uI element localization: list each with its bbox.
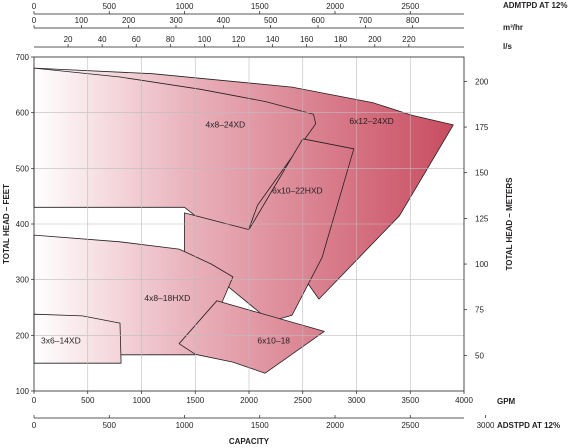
- y-axis-title: TOTAL HEAD – FEET: [2, 184, 11, 264]
- adstpd-tick-label: 0: [32, 421, 37, 430]
- top-axis-tick-label: 1500: [251, 2, 269, 11]
- x-tick-label: 3000: [348, 396, 366, 405]
- top-axis-tick-label: 700: [359, 16, 373, 25]
- top-axis-tick-label: 300: [169, 16, 183, 25]
- top-axis-tick-label: 0: [32, 2, 37, 11]
- y2-tick-label: 100: [475, 260, 489, 269]
- y-tick-label: 300: [16, 276, 30, 285]
- y2-tick-label: 75: [475, 306, 484, 315]
- grid-lines: [34, 57, 464, 391]
- y2-tick-label: 125: [475, 214, 489, 223]
- top-axis-tick-label: 120: [232, 35, 246, 44]
- top-axis-tick-label: 220: [402, 35, 416, 44]
- y-tick-label: 500: [16, 164, 30, 173]
- top-axis-unit-label: l/s: [503, 42, 512, 51]
- top-axis-tick-label: 800: [406, 16, 420, 25]
- x-tick-label: 500: [81, 396, 95, 405]
- top-axis-tick-label: 0: [32, 16, 37, 25]
- region-label: 6x12–24XD: [349, 116, 393, 126]
- top-axis-tick-label: 200: [368, 35, 382, 44]
- y-tick-label: 400: [16, 220, 30, 229]
- top-axis-tick-label: 1000: [176, 2, 194, 11]
- adstpd-unit-label: ADSTPD AT 12%: [497, 421, 560, 430]
- top-axis-tick-label: 140: [266, 35, 280, 44]
- top-axis-tick-label: 100: [75, 16, 89, 25]
- top-axis-unit-label: m³/hr: [503, 23, 523, 32]
- region-label: 6x10–22HXD: [272, 185, 323, 195]
- top-axis-tick-label: 200: [122, 16, 136, 25]
- top-axis-tick-label: 20: [64, 35, 73, 44]
- adstpd-tick-label: 500: [103, 421, 117, 430]
- top-axis-tick-label: 500: [264, 16, 278, 25]
- y2-tick-label: 200: [475, 77, 489, 86]
- x-unit-label: GPM: [497, 397, 516, 406]
- x-tick-label: 1500: [186, 396, 204, 405]
- x-tick-label: 1000: [133, 396, 151, 405]
- x-tick-label: 4000: [455, 396, 473, 405]
- top-axis-tick-label: 40: [98, 35, 107, 44]
- y2-axis-title: TOTAL HEAD – METERS: [505, 177, 514, 271]
- y2-tick-label: 50: [475, 351, 484, 360]
- x-tick-label: 2500: [294, 396, 312, 405]
- region-label: 4x8–18HXD: [144, 293, 190, 303]
- top-axis-tick-label: 400: [217, 16, 231, 25]
- adstpd-tick-label: 2000: [326, 421, 344, 430]
- adstpd-tick-label: 1000: [176, 421, 194, 430]
- pump-region: [33, 67, 317, 253]
- top-axis-tick-label: 2000: [326, 2, 344, 11]
- top-axis-tick-label: 60: [132, 35, 141, 44]
- adstpd-tick-label: 1500: [251, 421, 269, 430]
- top-axis-tick-label: 160: [300, 35, 314, 44]
- region-label: 4x8–24XD: [205, 120, 245, 130]
- top-axis-tick-label: 600: [311, 16, 325, 25]
- y-tick-label: 600: [16, 109, 30, 118]
- region-label: 3x6–14XD: [41, 336, 81, 346]
- y-tick-label: 100: [16, 387, 30, 396]
- x-axis-title: CAPACITY: [229, 437, 270, 446]
- y-tick-label: 700: [16, 53, 30, 62]
- top-axis-unit-label: ADMTPD AT 12%: [503, 1, 567, 10]
- y-tick-label: 200: [16, 331, 30, 340]
- adstpd-tick-label: 2500: [401, 421, 419, 430]
- top-axis-tick-label: 2500: [401, 2, 419, 11]
- pump-regions: [33, 67, 454, 374]
- y2-tick-label: 175: [475, 123, 489, 132]
- adstpd-tick-label: 3000: [477, 421, 495, 430]
- region-labels: 6x12–24XD 4x8–24XD 6x10–22HXD 4x8–18HXD 6x10…: [41, 116, 394, 346]
- y2-tick-label: 150: [475, 169, 489, 178]
- x-tick-label: 0: [32, 396, 37, 405]
- top-axis-tick-label: 180: [334, 35, 348, 44]
- region-label: 6x10–18: [257, 336, 290, 346]
- x-tick-label: 3500: [401, 396, 419, 405]
- x-tick-label: 2000: [240, 396, 258, 405]
- top-axis-tick-label: 500: [103, 2, 117, 11]
- top-axis-tick-label: 80: [166, 35, 175, 44]
- top-axis-tick-label: 100: [198, 35, 212, 44]
